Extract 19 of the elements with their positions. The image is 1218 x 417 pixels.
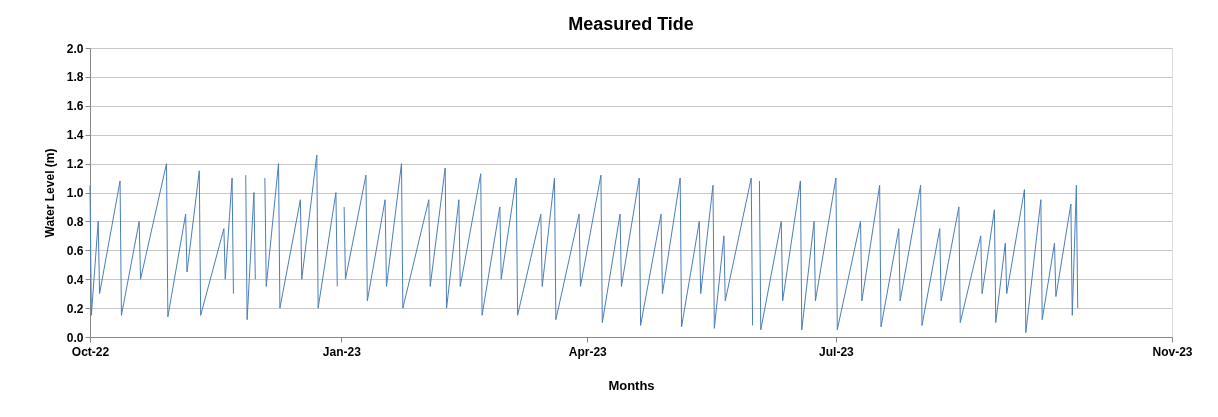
y-tick-label: 0.0 [66, 330, 84, 345]
x-tick-label: Jul-23 [819, 344, 855, 359]
y-tick-label: 1.6 [66, 99, 84, 114]
y-tick-label: 1.0 [66, 186, 84, 200]
x-tick-label: Nov-23 [1152, 344, 1193, 359]
y-axis-title: Water Level (m) [42, 148, 57, 238]
x-axis-title: Months [608, 377, 655, 393]
y-tick-label: 0.4 [66, 272, 84, 287]
y-tick-label: 0.8 [66, 214, 84, 229]
y-tick-label: 1.8 [66, 70, 84, 85]
x-tick-label: Jan-23 [322, 344, 362, 359]
y-tick-label: 0.6 [66, 243, 84, 258]
y-tick-label: 2.0 [66, 41, 84, 56]
y-tick-label: 0.2 [66, 301, 84, 316]
y-tick-label: 1.2 [66, 157, 84, 172]
x-tick-label: Apr-23 [568, 344, 608, 359]
x-tick-label: Oct-22 [71, 344, 110, 359]
y-tick-label: 1.4 [66, 128, 84, 143]
chart-title: Measured Tide [568, 14, 694, 34]
